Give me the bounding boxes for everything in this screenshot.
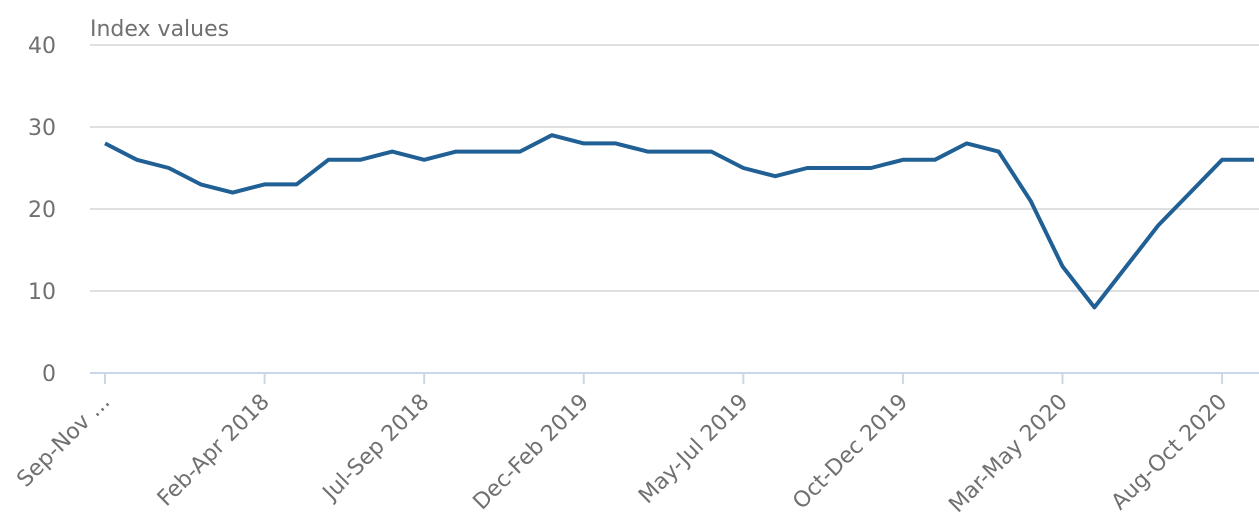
y-tick-label: 0: [42, 362, 56, 387]
x-tick-label: Sep-Nov ...: [12, 390, 115, 493]
x-tick-label: Dec-Feb 2019: [469, 390, 594, 515]
y-tick-label: 40: [28, 34, 56, 59]
x-tick-label: Jul-Sep 2018: [317, 390, 434, 507]
y-tick-label: 30: [28, 116, 56, 141]
x-tick-label: Mar-May 2020: [944, 390, 1072, 518]
y-axis-label: Index values: [90, 17, 229, 42]
x-tick-label: Feb-Apr 2018: [153, 390, 275, 512]
x-tick-label: Aug-Oct 2020: [1107, 390, 1233, 516]
x-tick-label: Oct-Dec 2019: [788, 390, 913, 515]
y-tick-label: 10: [28, 280, 56, 305]
line: [104, 133, 1254, 310]
y-tick-label: 20: [28, 198, 56, 223]
x-tick-label: May-Jul 2019: [634, 390, 753, 509]
